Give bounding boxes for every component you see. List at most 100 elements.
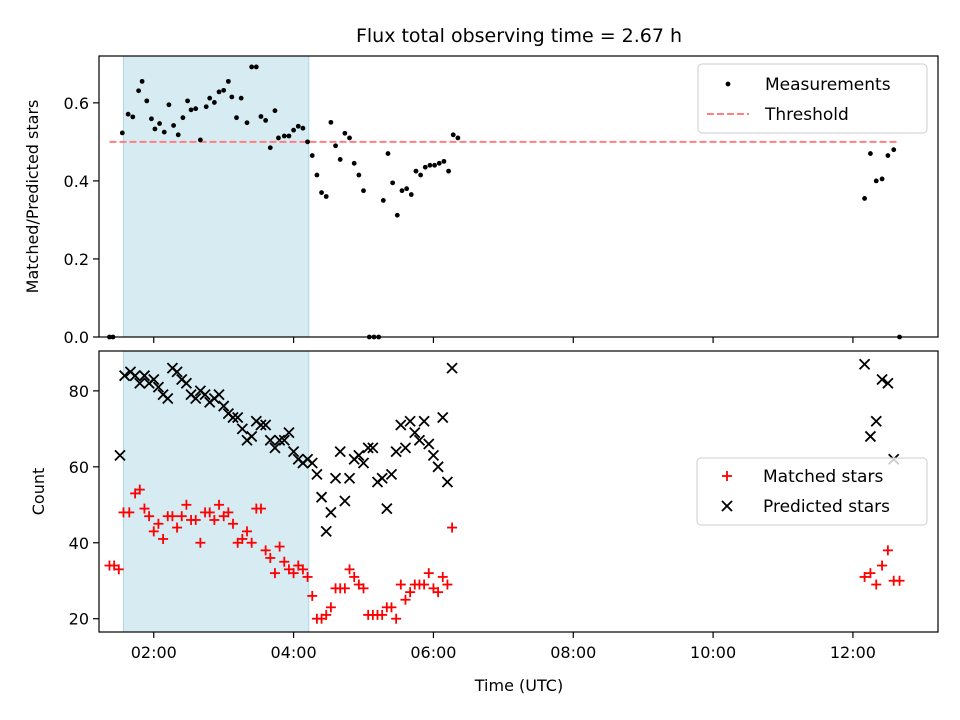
- predicted-star-point: [287, 445, 300, 458]
- measurement-point: [157, 121, 162, 126]
- matched-star-point: [255, 503, 266, 514]
- measurement-point: [144, 98, 150, 104]
- measurement-point: [175, 132, 181, 138]
- predicted-star-point: [236, 423, 248, 435]
- predicted-star-point: [278, 434, 290, 446]
- x-marker-b: [409, 427, 421, 439]
- y-tick-label: 40: [69, 534, 89, 553]
- matched-star-point: [246, 537, 257, 548]
- measurement-point: [125, 111, 131, 117]
- measurement-point: [197, 137, 203, 143]
- measurement-point: [418, 172, 424, 178]
- x-marker-b: [423, 438, 435, 450]
- measurement-point: [291, 127, 297, 133]
- matched-star-point: [386, 602, 397, 613]
- matched-star-point: [400, 594, 411, 605]
- x-tick-label: 04:00: [271, 643, 317, 662]
- predicted-star-point: [306, 457, 318, 469]
- measurement-point: [432, 162, 437, 168]
- measurement-point: [258, 114, 264, 119]
- predicted-star-point: [329, 472, 342, 484]
- predicted-star-point: [134, 377, 146, 389]
- x-marker-b: [162, 392, 174, 405]
- x-marker-b: [269, 442, 281, 454]
- measurement-point: [300, 125, 306, 131]
- x-marker-b: [118, 370, 131, 382]
- y-tick-label: 20: [69, 610, 89, 629]
- predicted-star-point: [385, 468, 398, 481]
- predicted-star-point: [232, 411, 244, 424]
- measurement-point: [337, 157, 343, 162]
- matched-star-point: [288, 568, 299, 579]
- predicted-star-point: [269, 442, 281, 454]
- x-marker-b: [134, 377, 146, 389]
- measurement-point: [221, 87, 227, 93]
- matched-star-point: [209, 514, 220, 525]
- measurement-point: [408, 192, 414, 197]
- matched-star-point: [241, 526, 252, 537]
- measurement-point: [385, 151, 391, 156]
- x-marker-b: [190, 392, 202, 405]
- x-marker-b: [404, 415, 416, 427]
- x-marker-b: [218, 400, 230, 412]
- matched-star-point: [894, 575, 905, 586]
- bottom-legend: Matched stars Predicted stars: [696, 457, 928, 526]
- predicted-star-point: [362, 442, 374, 454]
- matched-star-point: [437, 571, 448, 582]
- legend-matched-label: Matched stars: [763, 467, 883, 487]
- matched-star-point: [302, 571, 313, 582]
- measurement-point: [216, 89, 222, 95]
- predicted-star-point: [320, 525, 332, 538]
- predicted-star-point: [446, 362, 458, 374]
- x-marker-b: [432, 461, 444, 473]
- matched-star-point: [265, 552, 276, 563]
- x-tick-label: 02:00: [131, 643, 177, 662]
- x-marker-b: [306, 457, 318, 469]
- x-marker-b: [376, 472, 388, 484]
- matched-star-point: [297, 564, 308, 575]
- x-marker-b: [353, 449, 365, 462]
- predicted-star-point: [315, 491, 328, 503]
- predicted-star-point: [399, 442, 412, 454]
- predicted-star-point: [255, 419, 267, 431]
- x-marker-b: [180, 377, 193, 389]
- predicted-star-point: [171, 366, 183, 378]
- predicted-star-point: [343, 472, 356, 484]
- bottom-axes-frame: [98, 350, 939, 633]
- matched-star-point: [204, 507, 215, 518]
- legend-box: [696, 457, 928, 526]
- x-marker-b: [418, 415, 430, 427]
- measurement-point: [244, 120, 250, 126]
- predicted-star-point: [395, 419, 407, 431]
- measurement-point: [267, 145, 273, 151]
- measurement-point: [295, 123, 301, 129]
- bottom-y-axis-label: Count: [29, 468, 48, 516]
- predicted-star-point: [283, 427, 295, 439]
- matched-star-point: [228, 518, 239, 529]
- x-marker-b: [362, 442, 374, 454]
- matched-star-point: [882, 545, 893, 556]
- measurement-point: [390, 180, 396, 186]
- predicted-star-point: [381, 502, 393, 515]
- predicted-star-point: [423, 438, 435, 450]
- measurement-point: [347, 135, 352, 141]
- x-marker-b: [395, 419, 407, 431]
- x-marker-b: [129, 370, 141, 382]
- matched-star-point: [190, 514, 201, 525]
- measurement-points: [107, 64, 902, 340]
- measurement-point: [203, 104, 209, 110]
- x-marker-b: [876, 373, 888, 386]
- matched-star-point: [419, 579, 430, 590]
- measurement-point: [152, 126, 158, 132]
- y-tick-label: 60: [69, 458, 89, 477]
- measurement-point: [207, 95, 213, 101]
- measurement-point: [446, 168, 451, 174]
- x-marker-b: [357, 457, 370, 469]
- predicted-star-point: [246, 430, 258, 443]
- measurement-point: [436, 160, 442, 166]
- measurement-point: [276, 135, 281, 141]
- matched-star-point: [395, 579, 406, 590]
- legend-measurements-label: Measurements: [765, 75, 891, 95]
